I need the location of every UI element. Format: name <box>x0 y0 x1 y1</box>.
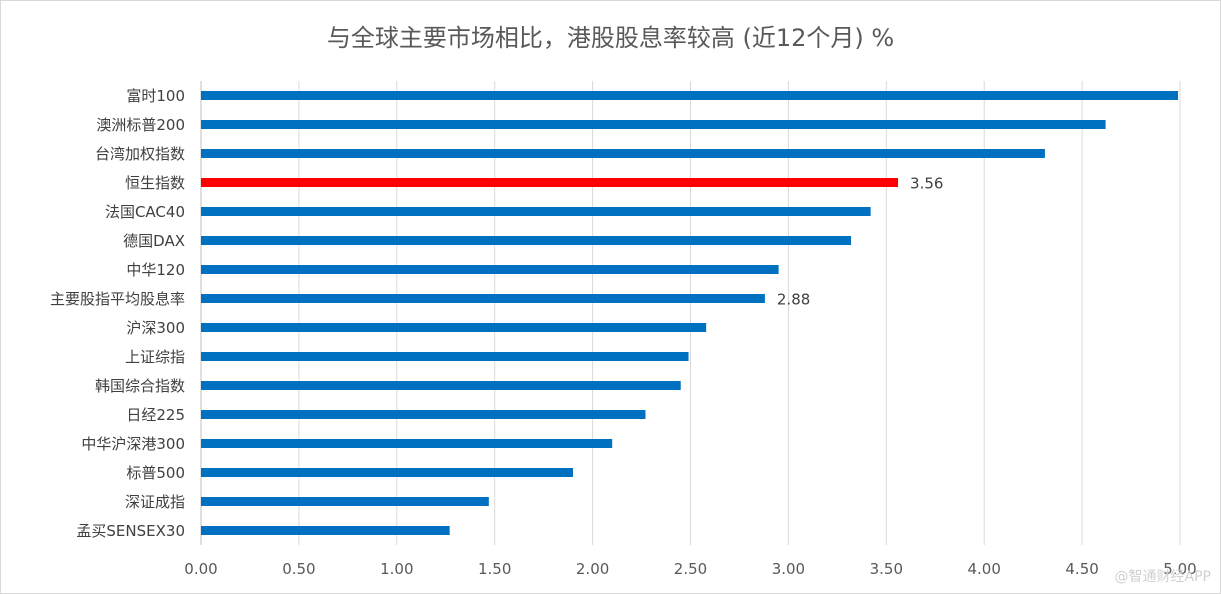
x-tick-label: 2.00 <box>576 560 609 578</box>
bar <box>201 323 707 332</box>
category-label: 韩国综合指数 <box>95 377 185 395</box>
category-label: 恒生指数 <box>125 174 185 192</box>
category-label: 德国DAX <box>123 232 185 250</box>
category-label: 法国CAC40 <box>105 203 185 221</box>
category-label: 上证综指 <box>125 348 185 366</box>
bar <box>201 265 779 274</box>
bar <box>201 236 852 245</box>
bar <box>201 91 1179 100</box>
category-label: 台湾加权指数 <box>95 145 185 163</box>
x-tick-label: 4.50 <box>1065 560 1098 578</box>
bar <box>201 352 689 361</box>
bar <box>201 439 613 448</box>
data-label: 3.56 <box>910 175 943 193</box>
x-tick-label: 3.00 <box>772 560 805 578</box>
chart-title: 与全球主要市场相比，港股股息率较高 (近12个月) % <box>326 24 895 52</box>
x-tick-label: 0.50 <box>282 560 315 578</box>
category-label: 富时100 <box>126 87 185 105</box>
x-tick-label: 0.00 <box>184 560 217 578</box>
bar <box>201 468 574 477</box>
bars <box>201 91 1179 535</box>
bar <box>201 178 899 187</box>
category-label: 中华120 <box>126 261 185 279</box>
category-label: 澳洲标普200 <box>96 116 185 134</box>
category-label: 日经225 <box>126 406 185 424</box>
x-tick-label: 2.50 <box>674 560 707 578</box>
category-label: 深证成指 <box>125 493 185 511</box>
gridlines <box>200 81 1181 545</box>
bar <box>201 410 646 419</box>
category-label: 沪深300 <box>126 319 185 337</box>
bar <box>201 207 871 216</box>
watermark: @智通财经APP <box>1114 569 1211 585</box>
bar <box>201 381 681 390</box>
x-tick-label: 4.00 <box>967 560 1000 578</box>
bar <box>201 294 765 303</box>
data-labels: 3.56 2.88 <box>777 175 944 309</box>
category-label: 主要股指平均股息率 <box>50 290 185 308</box>
bar <box>201 149 1045 158</box>
x-tick-label: 3.50 <box>870 560 903 578</box>
x-tick-label: 1.50 <box>478 560 511 578</box>
x-axis-ticks: 0.00 0.50 1.00 1.50 2.00 2.50 3.00 3.50 4.00 4.50… <box>184 560 1196 578</box>
bar <box>201 497 489 506</box>
category-label: 标普500 <box>126 464 185 482</box>
data-label: 2.88 <box>777 291 810 309</box>
category-label: 孟买SENSEX30 <box>76 522 185 540</box>
category-label: 中华沪深港300 <box>81 435 185 453</box>
x-tick-label: 5.00 <box>1163 560 1196 578</box>
x-tick-label: 1.00 <box>380 560 413 578</box>
bar <box>201 526 450 535</box>
bar <box>201 120 1106 129</box>
